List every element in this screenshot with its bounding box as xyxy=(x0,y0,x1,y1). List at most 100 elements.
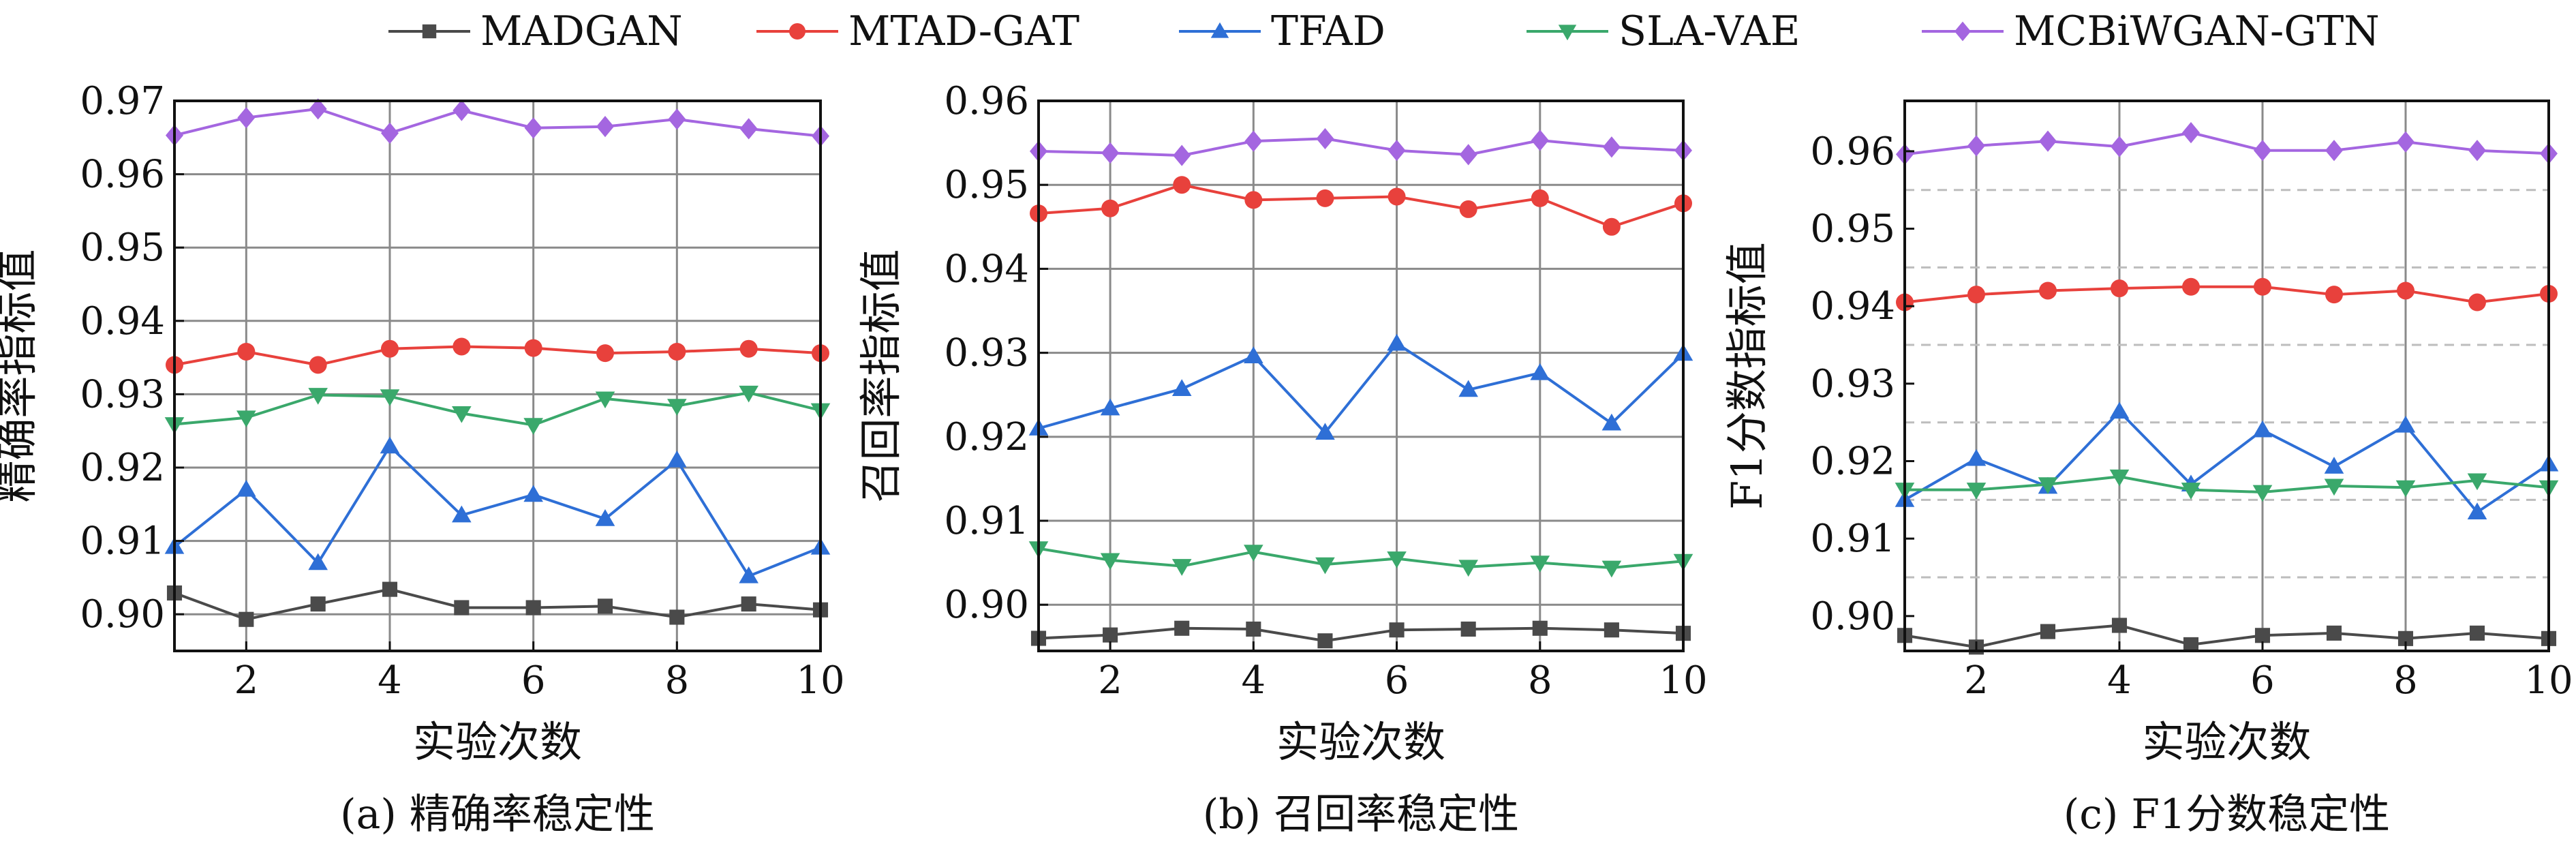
data-point xyxy=(1387,187,1406,206)
x-tick-label: 6 xyxy=(2250,658,2275,703)
data-point xyxy=(523,418,543,435)
legend-entry: MADGAN xyxy=(388,7,683,55)
legend-entry: TFAD xyxy=(1179,7,1385,55)
legend-marker xyxy=(1210,22,1229,38)
data-point xyxy=(1317,633,1333,649)
data-point xyxy=(239,611,254,627)
data-point xyxy=(739,566,758,583)
data-point xyxy=(1100,553,1120,570)
data-point xyxy=(1601,413,1622,431)
x-tick-label: 10 xyxy=(2524,658,2573,703)
data-point xyxy=(453,337,471,356)
data-point xyxy=(237,107,256,129)
data-point xyxy=(2325,140,2343,162)
series-mcbiwgan-gtn xyxy=(1030,127,1692,166)
panel-2: 2 4 6 8 10 0.90 0.91 0.92 0.93 0.94 0.95 0.96 实验次数 召回… xyxy=(856,79,1708,838)
data-point xyxy=(2040,624,2056,639)
data-point xyxy=(2326,625,2342,641)
series-line xyxy=(1038,183,1684,228)
data-point xyxy=(1389,622,1405,638)
data-point xyxy=(2395,480,2416,498)
series-mcbiwgan-gtn xyxy=(166,98,829,147)
x-tick-label: 10 xyxy=(796,658,844,703)
data-point xyxy=(1244,191,1263,209)
legend-entry: MCBiWGAN-GTN xyxy=(1922,7,2380,55)
data-point xyxy=(2111,618,2128,633)
series-mtad-gat xyxy=(166,337,829,374)
data-point xyxy=(1531,130,1549,151)
data-point xyxy=(381,122,399,144)
x-tick-label: 4 xyxy=(1242,658,1266,703)
panels: 2 4 6 8 10 0.90 0.91 0.92 0.93 0.94 0.95 0.96 0.97 实验… xyxy=(0,79,2573,838)
y-tick-label: 0.94 xyxy=(1810,284,1895,329)
data-point xyxy=(1967,135,1985,157)
data-point xyxy=(454,600,470,615)
data-point xyxy=(1315,557,1335,575)
data-point xyxy=(2038,477,2058,494)
x-tick-label: 10 xyxy=(1659,658,1707,703)
data-point xyxy=(380,436,400,454)
data-point xyxy=(2111,136,2128,157)
data-point xyxy=(1531,189,1549,207)
x-tick-label: 2 xyxy=(234,658,259,703)
data-point xyxy=(2397,131,2414,153)
x-tick-label: 2 xyxy=(1098,658,1122,703)
data-point xyxy=(2182,122,2200,144)
data-point xyxy=(1459,200,1477,218)
series-tfad xyxy=(1895,401,2559,519)
series-mtad-gat xyxy=(1030,176,1692,236)
data-point xyxy=(669,609,685,625)
data-point xyxy=(1246,621,1261,637)
data-point xyxy=(1100,398,1120,416)
x-tick-label: 4 xyxy=(2107,658,2132,703)
data-point xyxy=(1316,127,1334,150)
y-tick-label: 0.93 xyxy=(1810,362,1895,406)
data-point xyxy=(2324,457,2344,474)
y-tick-label: 0.90 xyxy=(944,583,1029,627)
legend-marker xyxy=(789,23,806,40)
data-point xyxy=(1967,286,1985,304)
series-sla-vae xyxy=(1895,469,2559,502)
legend-label: TFAD xyxy=(1271,7,1385,55)
series-line xyxy=(1038,547,1684,570)
series-line xyxy=(174,345,821,367)
data-point xyxy=(741,596,756,612)
grid xyxy=(1905,101,2550,651)
data-point xyxy=(2109,469,2130,487)
y-tick-label: 0.93 xyxy=(944,331,1029,376)
data-point xyxy=(2397,630,2414,646)
plot-frame xyxy=(1037,100,1685,652)
panel-1: 2 4 6 8 10 0.90 0.91 0.92 0.93 0.94 0.95 0.96 0.97 实验… xyxy=(0,79,845,838)
grid xyxy=(174,100,822,651)
data-point xyxy=(1460,621,1476,637)
data-point xyxy=(1602,136,1621,158)
data-point xyxy=(452,406,472,423)
legend-entry: SLA-VAE xyxy=(1527,7,1800,55)
series-mtad-gat xyxy=(1896,277,2558,311)
data-point xyxy=(597,598,613,614)
y-tick-label: 0.90 xyxy=(80,592,165,637)
data-point xyxy=(1173,144,1191,166)
data-point xyxy=(1244,545,1263,562)
data-point xyxy=(1173,176,1191,194)
data-point xyxy=(1315,423,1335,440)
data-point xyxy=(595,509,615,526)
y-tick-label: 0.95 xyxy=(944,163,1029,207)
x-tick-label: 8 xyxy=(2393,658,2418,703)
data-point xyxy=(739,339,758,358)
data-point xyxy=(2325,286,2343,304)
data-point xyxy=(310,596,326,612)
data-point xyxy=(596,344,614,363)
data-point xyxy=(453,100,471,121)
data-point xyxy=(1387,551,1407,568)
data-point xyxy=(2039,282,2057,300)
data-point xyxy=(236,410,256,428)
data-point xyxy=(2397,282,2414,300)
data-point xyxy=(1530,363,1550,380)
panel-caption: (b) 召回率稳定性 xyxy=(1203,791,1519,838)
data-point xyxy=(2181,483,2201,500)
data-point xyxy=(523,485,543,502)
data-point xyxy=(1174,620,1190,636)
y-tick-label: 0.97 xyxy=(80,79,165,123)
